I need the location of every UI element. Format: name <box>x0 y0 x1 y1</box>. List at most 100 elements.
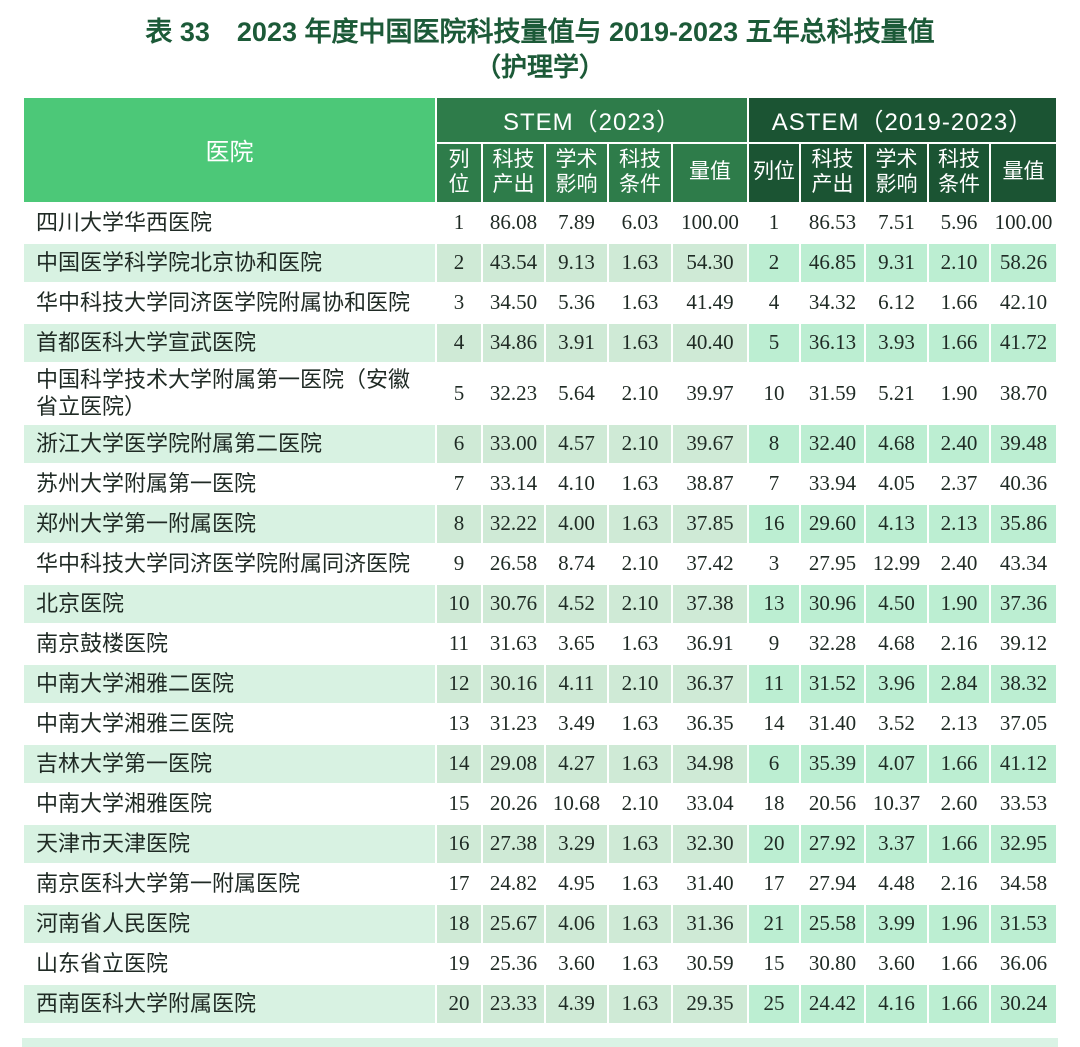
astem-value-cell: 1.66 <box>927 281 992 324</box>
table-row: 中国医学科学院北京协和医院 2 43.54 9.13 1.63 54.30 2 46.85 9.… <box>21 241 1059 284</box>
stem-value-cell: 34.50 <box>480 281 546 324</box>
stem-value-cell: 43.54 <box>480 241 546 284</box>
astem-value-cell: 4.68 <box>864 622 930 665</box>
stem-value-cell: 1.63 <box>606 622 673 665</box>
stem-value-cell: 4.39 <box>543 982 609 1025</box>
stem-value-cell: 17 <box>434 862 483 905</box>
stem-value-cell: 8 <box>434 502 483 545</box>
table-row: 郑州大学第一附属医院 8 32.22 4.00 1.63 37.85 16 29.60 4.13… <box>21 502 1059 545</box>
astem-value-cell: 33.94 <box>799 462 867 505</box>
astem-value-cell: 4.05 <box>864 462 930 505</box>
table-row: 华中科技大学同济医学院附属协和医院 3 34.50 5.36 1.63 41.49 4 34.… <box>21 281 1059 324</box>
astem-value-cell: 41.12 <box>989 742 1059 785</box>
stem-value-cell: 3.60 <box>543 942 609 985</box>
astem-value-cell: 6 <box>747 742 802 785</box>
stem-value-cell: 18 <box>434 902 483 945</box>
stem-value-cell: 24.82 <box>480 862 546 905</box>
astem-value-cell: 3.60 <box>864 942 930 985</box>
astem-value-cell: 24.42 <box>799 982 867 1025</box>
astem-value-cell: 1.66 <box>927 742 992 785</box>
astem-value-cell: 1.90 <box>927 582 992 625</box>
astem-value-cell: 37.36 <box>989 582 1059 625</box>
table-row: 中南大学湘雅二医院 12 30.16 4.11 2.10 36.37 11 31.52 3.96… <box>21 662 1059 705</box>
stem-value-cell: 30.16 <box>480 662 546 705</box>
astem-value-cell: 15 <box>747 942 802 985</box>
sub-header-row: 列位 科技产出 学术影响 科技条件 量值 列位 科技产出 学术影响 科技条件 量… <box>23 141 1059 204</box>
astem-value-cell: 14 <box>747 702 802 745</box>
stem-value-cell: 4.06 <box>543 902 609 945</box>
astem-value-cell: 46.85 <box>799 241 867 284</box>
astem-group-header: ASTEM（2019-2023） <box>747 95 1059 144</box>
stem-value-cell: 36.37 <box>670 662 750 705</box>
stem-value-cell: 54.30 <box>670 241 750 284</box>
table-row: 山东省立医院 19 25.36 3.60 1.63 30.59 15 30.80 3.60 1.6… <box>21 942 1059 985</box>
stem-value-cell: 34.98 <box>670 742 750 785</box>
hospital-name-cell: 南京医科大学第一附属医院 <box>21 862 437 905</box>
stem-value-cell: 5.64 <box>543 361 609 425</box>
stem-value-cell: 23.33 <box>480 982 546 1025</box>
stem-value-cell: 37.42 <box>670 542 750 585</box>
stem-value-cell: 1.63 <box>606 982 673 1025</box>
astem-value-cell: 36.13 <box>799 321 867 364</box>
astem-value-cell: 2.13 <box>927 502 992 545</box>
astem-value-cell: 2.60 <box>927 782 992 825</box>
hospital-name-cell: 中国科学技术大学附属第一医院（安徽省立医院） <box>21 361 437 425</box>
astem-value-cell: 3.37 <box>864 822 930 865</box>
astem-value-cell: 38.32 <box>989 662 1059 705</box>
astem-value-cell: 25.58 <box>799 902 867 945</box>
hospital-name-cell: 山东省立医院 <box>21 942 437 985</box>
astem-value-header: 量值 <box>989 141 1059 204</box>
stem-value-cell: 31.23 <box>480 702 546 745</box>
hospital-name-cell: 吉林大学第一医院 <box>21 742 437 785</box>
stem-value-cell: 1.63 <box>606 241 673 284</box>
table-row: 南京医科大学第一附属医院 17 24.82 4.95 1.63 31.40 17 27.94 4… <box>21 862 1059 905</box>
astem-value-cell: 4.68 <box>864 422 930 465</box>
astem-value-cell: 9.31 <box>864 241 930 284</box>
astem-value-cell: 2.16 <box>927 862 992 905</box>
astem-value-cell: 29.60 <box>799 502 867 545</box>
astem-value-cell: 4.48 <box>864 862 930 905</box>
hospital-name-cell: 中南大学湘雅二医院 <box>21 662 437 705</box>
astem-value-cell: 1.96 <box>927 902 992 945</box>
astem-value-cell: 10.37 <box>864 782 930 825</box>
stem-value-cell: 86.08 <box>480 201 546 244</box>
hospital-name-cell: 首都医科大学宣武医院 <box>21 321 437 364</box>
astem-value-cell: 30.24 <box>989 982 1059 1025</box>
stem-value-cell: 10.68 <box>543 782 609 825</box>
stem-value-cell: 33.00 <box>480 422 546 465</box>
astem-value-cell: 20.56 <box>799 782 867 825</box>
astem-value-cell: 1.66 <box>927 942 992 985</box>
stem-value-cell: 13 <box>434 702 483 745</box>
page-title: 表 33 2023 年度中国医院科技量值与 2019-2023 五年总科技量值 … <box>0 14 1080 86</box>
stem-value-cell: 4.27 <box>543 742 609 785</box>
stem-value-cell: 2.10 <box>606 542 673 585</box>
astem-value-cell: 7 <box>747 462 802 505</box>
stem-ranking-table: 医院 STEM（2023） ASTEM（2019-2023） 列位 科技产出 学… <box>21 95 1059 1025</box>
table-row: 西南医科大学附属医院 20 23.33 4.39 1.63 29.35 25 24.42 4.1… <box>21 982 1059 1025</box>
stem-value-cell: 10 <box>434 582 483 625</box>
stem-value-cell: 41.49 <box>670 281 750 324</box>
stem-value-cell: 1 <box>434 201 483 244</box>
astem-value-cell: 37.05 <box>989 702 1059 745</box>
hospital-name-cell: 中南大学湘雅三医院 <box>21 702 437 745</box>
hospital-name-cell: 中南大学湘雅医院 <box>21 782 437 825</box>
stem-value-cell: 32.30 <box>670 822 750 865</box>
stem-value-cell: 2 <box>434 241 483 284</box>
astem-value-cell: 36.06 <box>989 942 1059 985</box>
astem-value-cell: 38.70 <box>989 361 1059 425</box>
stem-value-cell: 2.10 <box>606 361 673 425</box>
hospital-name-cell: 北京医院 <box>21 582 437 625</box>
table-row: 南京鼓楼医院 11 31.63 3.65 1.63 36.91 9 32.28 4.68 2.16… <box>21 622 1059 665</box>
astem-value-cell: 43.34 <box>989 542 1059 585</box>
stem-value-cell: 4 <box>434 321 483 364</box>
next-row-edge <box>22 1037 1058 1047</box>
stem-value-cell: 5.36 <box>543 281 609 324</box>
hospital-name-cell: 郑州大学第一附属医院 <box>21 502 437 545</box>
stem-value-cell: 25.67 <box>480 902 546 945</box>
astem-value-cell: 27.95 <box>799 542 867 585</box>
stem-value-cell: 32.23 <box>480 361 546 425</box>
stem-value-cell: 29.08 <box>480 742 546 785</box>
stem-value-cell: 3.49 <box>543 702 609 745</box>
group-header-row: 医院 STEM（2023） ASTEM（2019-2023） <box>21 95 1059 204</box>
stem-value-cell: 1.63 <box>606 822 673 865</box>
